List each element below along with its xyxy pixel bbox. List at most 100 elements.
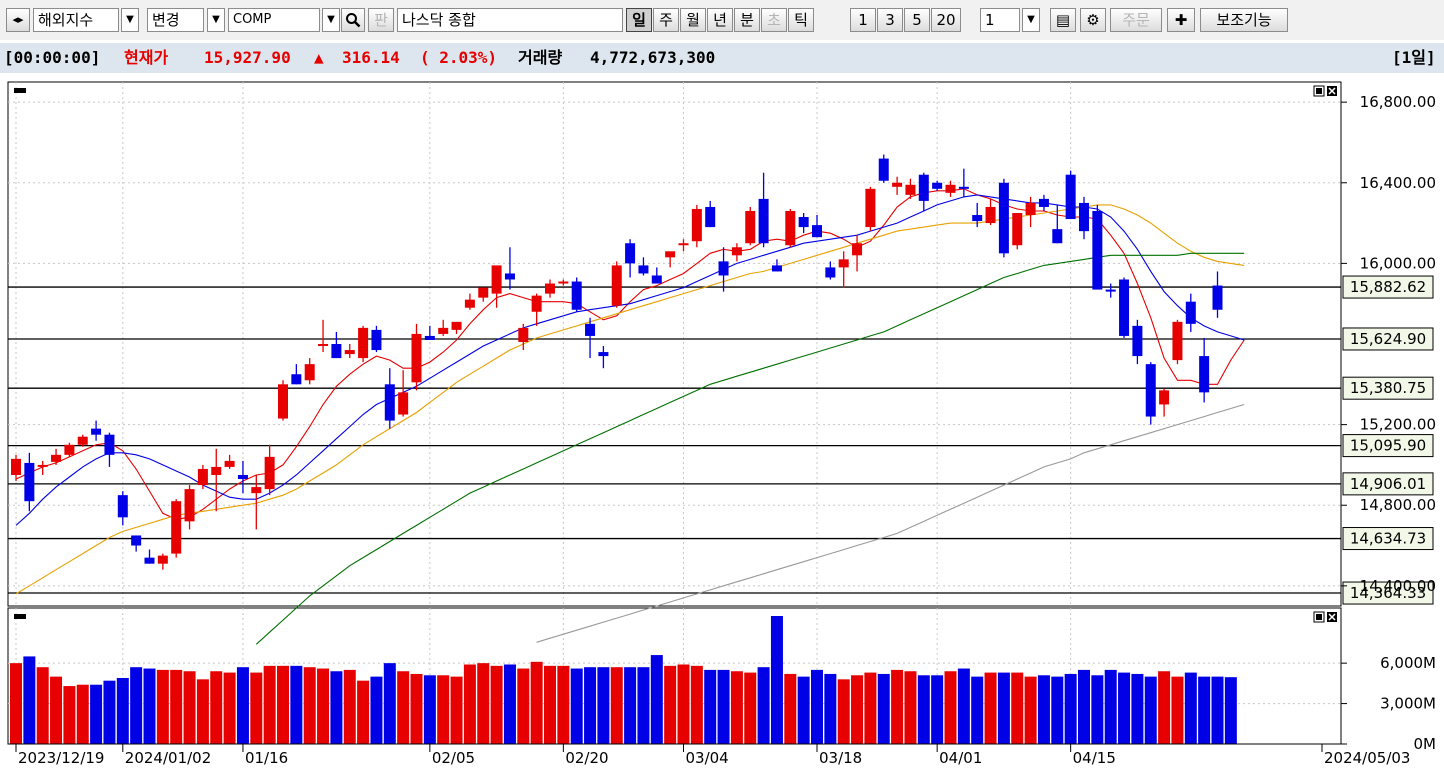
candle	[731, 247, 742, 256]
volume-bar	[383, 663, 396, 744]
market-select[interactable]: 해외지수	[33, 8, 119, 32]
volume-bar	[437, 675, 450, 744]
panel-controls-icon[interactable]	[1313, 611, 1337, 623]
volume-bar	[503, 664, 516, 744]
pan-button[interactable]: 판	[368, 8, 394, 32]
volume-bar	[397, 671, 410, 744]
volume-bar	[837, 679, 850, 744]
volume-bar	[116, 677, 129, 744]
candle	[865, 188, 876, 228]
candle	[1025, 202, 1036, 216]
volume-bar	[357, 680, 370, 744]
candle	[918, 174, 929, 201]
candle	[812, 225, 822, 238]
period-tab-1[interactable]: 주	[653, 8, 679, 32]
volume-bar	[370, 676, 383, 744]
volume-bar	[730, 671, 743, 744]
candle	[478, 287, 489, 298]
candle	[77, 436, 88, 445]
period-tab-2[interactable]: 월	[680, 8, 706, 32]
candle	[1119, 279, 1130, 336]
candle	[998, 182, 1009, 254]
candle	[1132, 325, 1143, 357]
volume-bar	[330, 671, 343, 744]
moving-average-line-4	[536, 403, 1245, 643]
volume-bar	[690, 665, 703, 744]
volume-bar	[1024, 676, 1037, 744]
period-tab-0[interactable]: 일	[626, 8, 652, 32]
y-tick-label: 16,000.00	[1360, 254, 1436, 272]
aux-function-button[interactable]: 보조기능	[1200, 8, 1288, 32]
candle	[1052, 229, 1063, 244]
volume-bar	[957, 668, 970, 744]
period-tab-5[interactable]: 초	[761, 8, 787, 32]
volume-bar	[624, 667, 637, 744]
volume-bar	[530, 661, 543, 744]
volume-bar	[677, 664, 690, 744]
volume-bar	[557, 665, 570, 744]
x-tick-label: 01/16	[245, 749, 288, 767]
symbol-dropdown-icon[interactable]: ▼	[322, 8, 340, 32]
volume-bar	[130, 667, 143, 744]
candle	[972, 215, 983, 222]
period-tab-3[interactable]: 년	[707, 8, 733, 32]
panel-marker-icon	[14, 614, 26, 619]
gear-icon[interactable]: ⚙	[1080, 8, 1106, 32]
interval-button-20[interactable]: 20	[931, 8, 961, 32]
volume-bar	[423, 675, 436, 744]
market-dropdown-icon[interactable]: ▼	[121, 8, 139, 32]
time-label: [00:00:00]	[4, 48, 101, 67]
volume-bar	[597, 667, 610, 744]
change-select[interactable]: 변경	[147, 8, 204, 32]
volume-bar	[650, 655, 663, 744]
volume-bar	[183, 671, 196, 744]
volume-bar	[664, 665, 677, 744]
candle	[1185, 301, 1196, 324]
volume-bar	[917, 675, 930, 744]
period-tab-4[interactable]: 분	[734, 8, 760, 32]
crosshair-icon[interactable]: ✚	[1167, 8, 1195, 32]
volume-bar	[210, 671, 223, 744]
candle	[518, 327, 529, 342]
candle	[464, 299, 475, 308]
volume-tick-label: 6,000M	[1380, 654, 1436, 672]
save-icon[interactable]: ▤	[1050, 8, 1076, 32]
candle	[504, 273, 515, 280]
volume-bar	[971, 676, 984, 744]
count-input[interactable]: 1	[980, 8, 1020, 32]
volume-bar	[744, 672, 757, 744]
order-button[interactable]: 주문	[1110, 8, 1162, 32]
x-tick-label: 2023/12/19	[18, 749, 104, 767]
candle	[51, 454, 62, 462]
chart-area[interactable]: 15,882.62 15,624.90 15,380.75 15,095.90 14,9…	[0, 76, 1444, 768]
candle	[598, 352, 609, 357]
candle	[1199, 356, 1210, 393]
volume-bar	[610, 667, 623, 744]
interval-button-3[interactable]: 3	[877, 8, 903, 32]
symbol-input[interactable]: COMP	[228, 8, 320, 32]
volume-bar	[23, 656, 36, 744]
volume-bar	[477, 663, 490, 744]
volume-bar	[103, 680, 116, 744]
candle	[157, 555, 168, 564]
period-tab-6[interactable]: 틱	[788, 8, 814, 32]
volume-bar	[757, 667, 770, 744]
scroll-arrows-icon[interactable]: ◂▸	[6, 8, 30, 32]
search-icon[interactable]	[341, 8, 365, 32]
x-tick-label: 02/05	[432, 749, 475, 767]
volume-bar	[704, 669, 717, 744]
candle	[638, 265, 649, 274]
candle	[932, 182, 943, 189]
candle	[398, 392, 409, 415]
stock-name-field: 나스닥 종합	[397, 8, 623, 32]
count-dropdown-icon[interactable]: ▼	[1022, 8, 1040, 32]
change-dropdown-icon[interactable]: ▼	[207, 8, 225, 32]
x-tick-label: 03/04	[686, 749, 729, 767]
volume-bar	[1064, 673, 1077, 744]
interval-button-5[interactable]: 5	[904, 8, 930, 32]
candle	[678, 243, 689, 246]
panel-controls-icon[interactable]	[1313, 85, 1337, 97]
volume-bar	[90, 684, 103, 744]
volume-bar	[1091, 675, 1104, 744]
interval-button-1[interactable]: 1	[850, 8, 876, 32]
